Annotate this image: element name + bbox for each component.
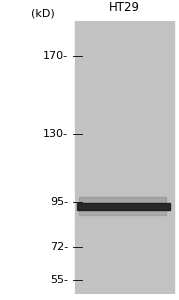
Text: 170-: 170- [43, 51, 68, 61]
Bar [79, 197, 166, 203]
Text: HT29: HT29 [109, 1, 140, 14]
Text: 130-: 130- [43, 129, 68, 139]
Text: (kD): (kD) [31, 8, 55, 18]
Text: 95-: 95- [50, 197, 68, 207]
Bar [79, 210, 166, 215]
Bar [75, 21, 174, 294]
Text: 55-: 55- [50, 275, 68, 285]
Bar [77, 203, 170, 210]
Text: 72-: 72- [50, 242, 68, 252]
